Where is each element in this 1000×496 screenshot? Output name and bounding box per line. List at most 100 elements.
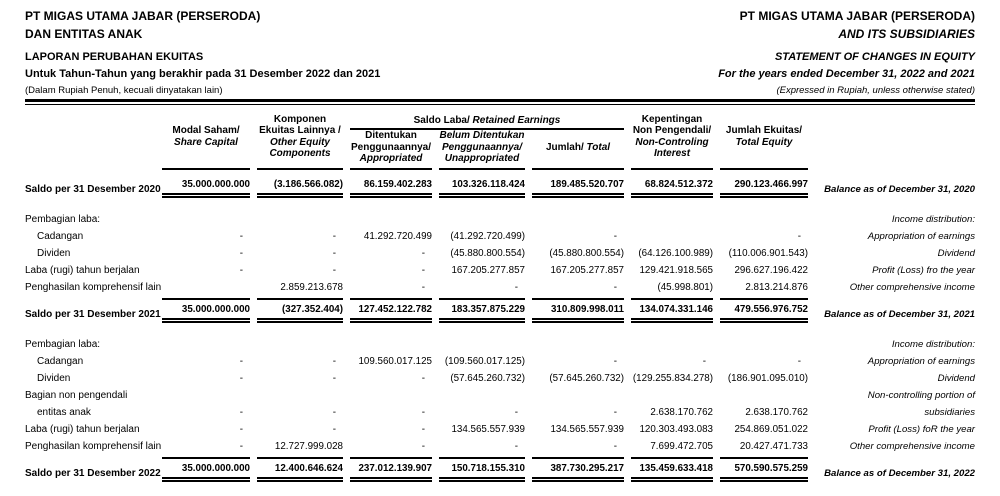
cell-value: 479.556.976.752 (720, 297, 808, 323)
cell-value: 290.123.466.997 (720, 176, 808, 198)
column-header-appropriated: Ditentukan Penggunaannya/ Appropriated (350, 130, 432, 170)
table-row: Laba (rugi) tahun berjalan - - - 134.565.557… (0, 421, 1000, 438)
row-label-en: Balance as of December 31, 2022 (824, 467, 975, 479)
table-row: Dividen - - - (45.880.800.554) (45.880.800.55… (0, 245, 1000, 262)
cell-value: 135.459.633.418 (631, 456, 713, 482)
cell-value: - (239, 423, 243, 435)
column-header-other-equity-components: Komponen Ekuitas Lainnya / Other Equity … (257, 109, 343, 170)
row-label-en: subsidiaries (924, 406, 975, 418)
cell-value: (64.126.100.989) (638, 247, 713, 259)
row-label-id: Pembagian laba: (25, 338, 101, 350)
cell-value: 2.638.170.762 (745, 406, 808, 418)
cell-value: 254.869.051.022 (734, 423, 808, 435)
table-row: Pembagian laba: Income distribution: (0, 336, 1000, 353)
cell-value: - (239, 247, 243, 259)
cell-value: - (514, 281, 518, 293)
cell-value: - (421, 440, 425, 452)
row-label-en: Balance as of December 31, 2020 (824, 183, 975, 195)
cell-value: - (514, 406, 518, 418)
cell-value: - (332, 406, 336, 418)
cell-value: (41.292.720.499) (450, 230, 525, 242)
statement-period-id: Untuk Tahun-Tahun yang berakhir pada 31 … (25, 68, 381, 80)
report-header-english: PT MIGAS UTAMA JABAR (PERSERODA) AND ITS… (718, 9, 975, 96)
cell-value: - (797, 230, 801, 242)
row-label-id: Penghasilan komprehensif lain (25, 281, 162, 293)
cell-value: 35.000.000.000 (162, 176, 250, 198)
row-label-en: Income distribution: (891, 338, 975, 350)
row-label-id: Saldo per 31 Desember 2021 (25, 308, 161, 320)
cell-value: - (239, 355, 243, 367)
cell-value: 2.859.213.678 (280, 281, 343, 293)
header-double-rule (25, 99, 975, 105)
cell-value: 237.012.139.907 (350, 456, 432, 482)
cell-value: (3.186.566.082) (257, 176, 343, 198)
column-header-unappropriated: Belum Ditentukan Penggunaannya/ Unapprop… (439, 130, 525, 170)
row-label-id: Laba (rugi) tahun berjalan (25, 423, 140, 435)
cell-value: - (239, 406, 243, 418)
cell-value: - (332, 372, 336, 384)
cell-value: 150.718.155.310 (439, 456, 525, 482)
cell-value: 12.727.999.028 (274, 440, 343, 452)
currency-note-id: (Dalam Rupiah Penuh, kecuali dinyatakan … (25, 85, 223, 96)
row-spacer (0, 325, 1000, 336)
cell-value: - (514, 440, 518, 452)
cell-value: 103.326.118.424 (439, 176, 525, 198)
table-row: Laba (rugi) tahun berjalan - - - 167.205.277… (0, 262, 1000, 279)
cell-value: 310.809.998.011 (532, 297, 624, 323)
cell-value: 35.000.000.000 (162, 297, 250, 323)
cell-value: - (613, 230, 617, 242)
cell-value: - (613, 406, 617, 418)
cell-value: - (797, 355, 801, 367)
column-header-total: Jumlah/ Total (532, 130, 624, 170)
column-header-non-controlling-interest: Kepentingan Non Pengendali/ Non-Controli… (631, 109, 713, 170)
table-row: Penghasilan komprehensif lain 2.859.213.6… (0, 279, 1000, 296)
cell-value: 86.159.402.283 (350, 176, 432, 198)
cell-value: 2.813.214.876 (745, 281, 808, 293)
statement-period-en: For the years ended December 31, 2022 an… (718, 68, 975, 80)
table-row: entitas anak - - - - - 2.638.170.762 2.638.170.… (0, 404, 1000, 421)
cell-value: 2.638.170.762 (650, 406, 713, 418)
cell-value: - (421, 264, 425, 276)
cell-value: (129.255.834.278) (632, 372, 713, 384)
cell-value: - (332, 264, 336, 276)
cell-value: 20.427.471.733 (739, 440, 808, 452)
row-label-id: entitas anak (37, 406, 91, 418)
table-row: Cadangan - - 41.292.720.499 (41.292.720.499)… (0, 228, 1000, 245)
cell-value: (110.006.901.543) (728, 247, 808, 259)
cell-value: (45.880.800.554) (450, 247, 525, 259)
cell-value: - (332, 355, 336, 367)
row-label-id: Cadangan (37, 355, 84, 367)
row-label-id: Pembagian laba: (25, 213, 101, 225)
group-header-id: Saldo Laba/ (413, 115, 470, 126)
cell-value: 387.730.295.217 (532, 456, 624, 482)
cell-value: - (613, 355, 617, 367)
table-row: Dividen - - - (57.645.260.732) (57.645.260.73… (0, 370, 1000, 387)
cell-value: 12.400.646.624 (257, 456, 343, 482)
row-label-en: Income distribution: (891, 213, 975, 225)
cell-value: 7.699.472.705 (650, 440, 713, 452)
column-header-total-equity: Jumlah Ekuitas/ Total Equity (720, 109, 808, 170)
cell-value: - (239, 440, 243, 452)
cell-value: - (421, 423, 425, 435)
row-label-id: Cadangan (37, 230, 84, 242)
row-label-id: Laba (rugi) tahun berjalan (25, 264, 140, 276)
cell-value: - (421, 247, 425, 259)
cell-value: 167.205.277.857 (451, 264, 525, 276)
row-spacer (0, 200, 1000, 211)
row-label-id: Saldo per 31 Desember 2020 (25, 183, 161, 195)
cell-value: (327.352.404) (257, 297, 343, 323)
row-label-en: Appropriation of earnings (867, 230, 975, 242)
cell-value: - (239, 230, 243, 242)
cell-value: (57.645.260.732) (549, 372, 624, 384)
group-header-en: Retained Earnings (472, 115, 561, 126)
cell-value: 134.565.557.939 (550, 423, 624, 435)
cell-value: - (421, 406, 425, 418)
cell-value: 183.357.875.229 (439, 297, 525, 323)
company-subsidiaries-en: AND ITS SUBSIDIARIES (838, 27, 975, 41)
row-label-id: Penghasilan komprehensif lain (25, 440, 162, 452)
cell-value: (109.560.017.125) (444, 355, 525, 367)
cell-value: (45.998.801) (657, 281, 713, 293)
cell-value: - (332, 247, 336, 259)
cell-value: 134.074.331.146 (631, 297, 713, 323)
